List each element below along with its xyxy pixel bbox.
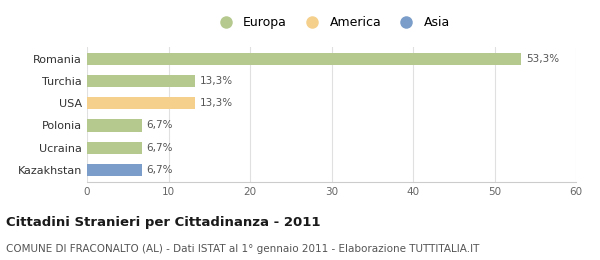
Bar — [87, 97, 196, 109]
Bar — [87, 75, 196, 87]
Text: 13,3%: 13,3% — [200, 98, 233, 108]
Text: 6,7%: 6,7% — [146, 165, 173, 175]
Bar — [87, 164, 142, 176]
Bar — [87, 119, 142, 132]
Text: COMUNE DI FRACONALTO (AL) - Dati ISTAT al 1° gennaio 2011 - Elaborazione TUTTITA: COMUNE DI FRACONALTO (AL) - Dati ISTAT a… — [6, 244, 479, 254]
Text: Cittadini Stranieri per Cittadinanza - 2011: Cittadini Stranieri per Cittadinanza - 2… — [6, 216, 320, 229]
Bar — [87, 141, 142, 154]
Text: 53,3%: 53,3% — [526, 54, 559, 64]
Text: 6,7%: 6,7% — [146, 120, 173, 131]
Text: 13,3%: 13,3% — [200, 76, 233, 86]
Bar — [87, 53, 521, 65]
Legend: Europa, America, Asia: Europa, America, Asia — [209, 12, 454, 33]
Text: 6,7%: 6,7% — [146, 143, 173, 153]
